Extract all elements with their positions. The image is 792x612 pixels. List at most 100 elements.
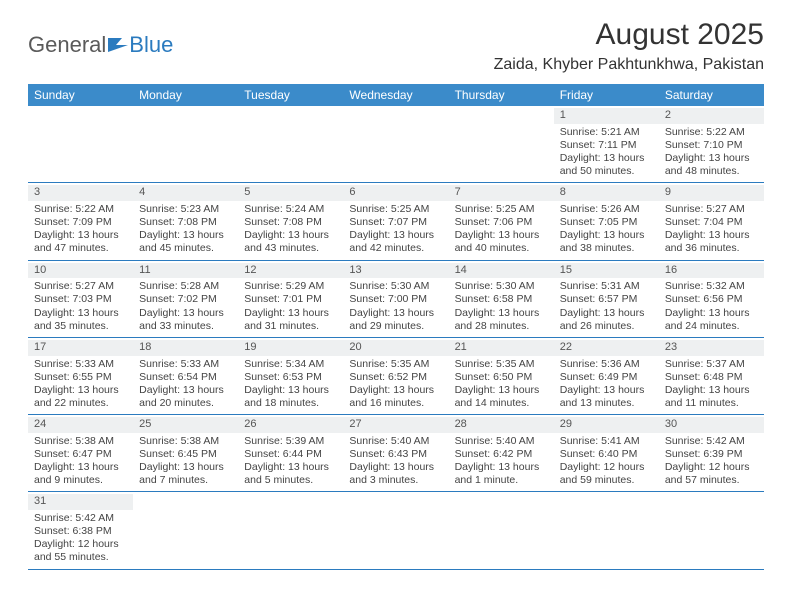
day-number: 7 <box>449 185 554 201</box>
sunset-text: Sunset: 6:54 PM <box>139 371 232 384</box>
sunrise-text: Sunrise: 5:30 AM <box>455 280 548 293</box>
day-number: 22 <box>554 340 659 356</box>
daylight-text: Daylight: 13 hours and 16 minutes. <box>349 384 442 410</box>
day-details: Sunrise: 5:30 AMSunset: 7:00 PMDaylight:… <box>349 280 442 333</box>
sunrise-text: Sunrise: 5:42 AM <box>665 435 758 448</box>
day-details: Sunrise: 5:37 AMSunset: 6:48 PMDaylight:… <box>665 358 758 411</box>
calendar-day-cell: 20 Sunrise: 5:35 AMSunset: 6:52 PMDayligh… <box>343 337 448 414</box>
calendar-week-row: 10Sunrise: 5:27 AMSunset: 7:03 PMDayligh… <box>28 260 764 337</box>
day-number: 25 <box>133 417 238 433</box>
day-number: 3 <box>28 185 133 201</box>
calendar-day-cell: 31Sunrise: 5:42 AMSunset: 6:38 PMDayligh… <box>28 492 133 569</box>
day-number: 21 <box>449 340 554 356</box>
calendar-day-cell: 1Sunrise: 5:21 AMSunset: 7:11 PMDaylight… <box>554 106 659 183</box>
calendar-week-row: 1Sunrise: 5:21 AMSunset: 7:11 PMDaylight… <box>28 106 764 183</box>
daylight-text: Daylight: 12 hours and 57 minutes. <box>665 461 758 487</box>
day-details: Sunrise: 5:35 AMSunset: 6:52 PMDaylight:… <box>349 358 442 411</box>
sunrise-text: Sunrise: 5:35 AM <box>455 358 548 371</box>
sunset-text: Sunset: 6:53 PM <box>244 371 337 384</box>
day-details: Sunrise: 5:21 AMSunset: 7:11 PMDaylight:… <box>560 126 653 179</box>
sunset-text: Sunset: 7:07 PM <box>349 216 442 229</box>
daylight-text: Daylight: 13 hours and 47 minutes. <box>34 229 127 255</box>
calendar-day-cell: 28Sunrise: 5:40 AMSunset: 6:42 PMDayligh… <box>449 415 554 492</box>
sunset-text: Sunset: 6:50 PM <box>455 371 548 384</box>
sunset-text: Sunset: 6:40 PM <box>560 448 653 461</box>
sunrise-text: Sunrise: 5:40 AM <box>455 435 548 448</box>
calendar-day-cell: 26Sunrise: 5:39 AMSunset: 6:44 PMDayligh… <box>238 415 343 492</box>
logo: General Blue <box>28 32 173 58</box>
sunrise-text: Sunrise: 5:38 AM <box>139 435 232 448</box>
calendar-day-cell <box>554 492 659 569</box>
sunrise-text: Sunrise: 5:29 AM <box>244 280 337 293</box>
sunrise-text: Sunrise: 5:41 AM <box>560 435 653 448</box>
sunrise-text: Sunrise: 5:32 AM <box>665 280 758 293</box>
day-number: 28 <box>449 417 554 433</box>
sunrise-text: Sunrise: 5:24 AM <box>244 203 337 216</box>
calendar-day-cell: 8Sunrise: 5:26 AMSunset: 7:05 PMDaylight… <box>554 183 659 260</box>
sunrise-text: Sunrise: 5:28 AM <box>139 280 232 293</box>
sunset-text: Sunset: 7:09 PM <box>34 216 127 229</box>
day-number: 30 <box>659 417 764 433</box>
sunset-text: Sunset: 6:57 PM <box>560 293 653 306</box>
sunrise-text: Sunrise: 5:25 AM <box>455 203 548 216</box>
calendar-day-cell <box>343 106 448 183</box>
sunset-text: Sunset: 7:05 PM <box>560 216 653 229</box>
day-details: Sunrise: 5:38 AMSunset: 6:45 PMDaylight:… <box>139 435 232 488</box>
calendar-day-cell: 29Sunrise: 5:41 AMSunset: 6:40 PMDayligh… <box>554 415 659 492</box>
day-number: 13 <box>343 263 448 279</box>
calendar-day-cell: 17Sunrise: 5:33 AMSunset: 6:55 PMDayligh… <box>28 337 133 414</box>
sunset-text: Sunset: 6:55 PM <box>34 371 127 384</box>
day-number: 6 <box>343 185 448 201</box>
sunrise-text: Sunrise: 5:31 AM <box>560 280 653 293</box>
sunset-text: Sunset: 7:08 PM <box>139 216 232 229</box>
day-details: Sunrise: 5:34 AMSunset: 6:53 PMDaylight:… <box>244 358 337 411</box>
calendar-day-cell <box>343 492 448 569</box>
location-subtitle: Zaida, Khyber Pakhtunkhwa, Pakistan <box>494 56 764 74</box>
daylight-text: Daylight: 13 hours and 43 minutes. <box>244 229 337 255</box>
calendar-day-cell <box>28 106 133 183</box>
calendar-day-cell <box>449 106 554 183</box>
sunset-text: Sunset: 7:11 PM <box>560 139 653 152</box>
calendar-day-cell: 21 Sunrise: 5:35 AMSunset: 6:50 PMDayligh… <box>449 337 554 414</box>
sunrise-text: Sunrise: 5:39 AM <box>244 435 337 448</box>
sunset-text: Sunset: 6:47 PM <box>34 448 127 461</box>
daylight-text: Daylight: 12 hours and 55 minutes. <box>34 538 127 564</box>
daylight-text: Daylight: 13 hours and 22 minutes. <box>34 384 127 410</box>
calendar-day-cell: 10Sunrise: 5:27 AMSunset: 7:03 PMDayligh… <box>28 260 133 337</box>
title-block: August 2025 Zaida, Khyber Pakhtunkhwa, P… <box>494 18 764 74</box>
sunset-text: Sunset: 6:45 PM <box>139 448 232 461</box>
sunset-text: Sunset: 7:10 PM <box>665 139 758 152</box>
sunset-text: Sunset: 6:43 PM <box>349 448 442 461</box>
sunrise-text: Sunrise: 5:35 AM <box>349 358 442 371</box>
month-title: August 2025 <box>494 18 764 52</box>
day-details: Sunrise: 5:25 AMSunset: 7:06 PMDaylight:… <box>455 203 548 256</box>
calendar-day-cell: 19Sunrise: 5:34 AMSunset: 6:53 PMDayligh… <box>238 337 343 414</box>
day-details: Sunrise: 5:22 AMSunset: 7:10 PMDaylight:… <box>665 126 758 179</box>
daylight-text: Daylight: 13 hours and 3 minutes. <box>349 461 442 487</box>
day-number: 31 <box>28 494 133 510</box>
sunset-text: Sunset: 7:04 PM <box>665 216 758 229</box>
day-number: 20 <box>343 340 448 356</box>
calendar-week-row: 3Sunrise: 5:22 AMSunset: 7:09 PMDaylight… <box>28 183 764 260</box>
daylight-text: Daylight: 13 hours and 28 minutes. <box>455 307 548 333</box>
weekday-header: Sunday <box>28 84 133 106</box>
day-details: Sunrise: 5:33 AMSunset: 6:54 PMDaylight:… <box>139 358 232 411</box>
daylight-text: Daylight: 13 hours and 40 minutes. <box>455 229 548 255</box>
calendar-day-cell: 30Sunrise: 5:42 AMSunset: 6:39 PMDayligh… <box>659 415 764 492</box>
day-details: Sunrise: 5:27 AMSunset: 7:03 PMDaylight:… <box>34 280 127 333</box>
daylight-text: Daylight: 13 hours and 14 minutes. <box>455 384 548 410</box>
sunrise-text: Sunrise: 5:40 AM <box>349 435 442 448</box>
weekday-header: Thursday <box>449 84 554 106</box>
day-details: Sunrise: 5:36 AMSunset: 6:49 PMDaylight:… <box>560 358 653 411</box>
day-details: Sunrise: 5:25 AMSunset: 7:07 PMDaylight:… <box>349 203 442 256</box>
calendar-day-cell: 15Sunrise: 5:31 AMSunset: 6:57 PMDayligh… <box>554 260 659 337</box>
daylight-text: Daylight: 13 hours and 26 minutes. <box>560 307 653 333</box>
sunrise-text: Sunrise: 5:27 AM <box>34 280 127 293</box>
sunset-text: Sunset: 6:42 PM <box>455 448 548 461</box>
day-number: 4 <box>133 185 238 201</box>
day-number: 16 <box>659 263 764 279</box>
calendar-day-cell: 12Sunrise: 5:29 AMSunset: 7:01 PMDayligh… <box>238 260 343 337</box>
sunset-text: Sunset: 7:08 PM <box>244 216 337 229</box>
day-details: Sunrise: 5:24 AMSunset: 7:08 PMDaylight:… <box>244 203 337 256</box>
calendar-day-cell: 3Sunrise: 5:22 AMSunset: 7:09 PMDaylight… <box>28 183 133 260</box>
